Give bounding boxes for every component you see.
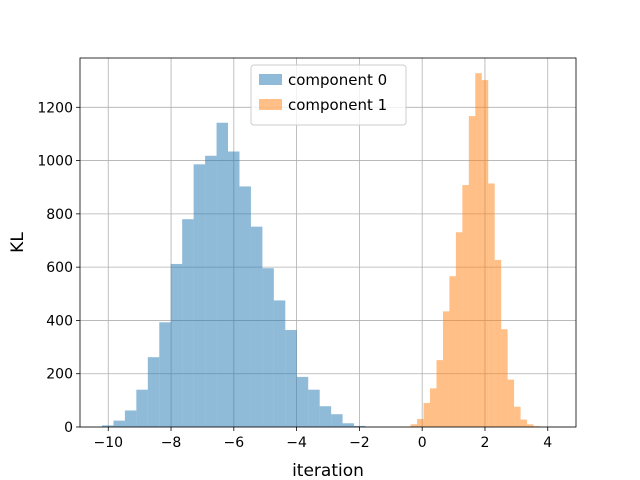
histogram-bar-component-0: [228, 151, 240, 428]
histogram-bar-component-1: [410, 424, 418, 427]
y-tick-label: 0: [64, 420, 73, 436]
histogram-bar-component-1: [430, 388, 437, 427]
histogram-bar-component-0: [250, 226, 263, 427]
legend-box: [250, 64, 407, 126]
histogram-bar-component-0: [308, 389, 320, 427]
histogram-bar-component-1: [436, 360, 443, 427]
y-axis-label: KL: [8, 232, 28, 253]
histogram-bar-component-0: [205, 155, 217, 428]
histogram-bar-component-1: [455, 232, 463, 427]
x-tick-label: −4: [286, 435, 307, 451]
x-tick-label: −10: [93, 435, 123, 451]
histogram-bars: [101, 73, 560, 428]
histogram-bar-component-0: [273, 300, 286, 427]
axis-ticks: −10 −8 −6 −4 −2 0 2 4 0 200 400 600 800 1000 1200: [37, 100, 552, 451]
x-tick-label: −2: [349, 435, 370, 451]
histogram-bar-component-1: [488, 183, 495, 427]
histogram-bar-component-1: [481, 80, 489, 428]
histogram-bar-component-0: [319, 406, 332, 427]
histogram-bar-component-1: [475, 73, 482, 427]
histogram-bar-component-1: [494, 259, 502, 427]
histogram-bar-component-0: [331, 414, 343, 427]
histogram-bar-component-1: [417, 419, 424, 427]
histogram-bar-component-0: [354, 425, 366, 427]
x-tick-label: 0: [418, 435, 427, 451]
legend-swatch-component-1: [259, 99, 282, 110]
histogram-bar-component-1: [507, 379, 515, 427]
histogram-bar-component-0: [239, 186, 251, 427]
histogram-bar-component-1: [442, 311, 450, 427]
histogram-bar-component-0: [216, 122, 229, 427]
histogram-bar-component-1: [468, 116, 476, 427]
x-axis-label: iteration: [292, 461, 364, 480]
y-tick-label: 1200: [37, 100, 73, 116]
histogram-bar-component-0: [182, 219, 194, 427]
histogram-bar-component-0: [296, 376, 309, 427]
histogram-bar-component-1: [423, 403, 431, 427]
histogram-bar-component-0: [113, 420, 125, 427]
legend-label-component-0: component 0: [288, 71, 387, 89]
x-tick-label: 4: [543, 435, 552, 451]
histogram-bar-component-0: [262, 268, 274, 427]
legend: component 0 component 1: [250, 64, 407, 126]
histogram-bar-component-0: [193, 164, 206, 428]
histogram-bar-component-0: [136, 389, 148, 427]
histogram-bar-component-0: [170, 263, 183, 427]
histogram-bar-component-0: [285, 330, 297, 427]
histogram-bar-component-0: [101, 425, 114, 427]
histogram-bar-component-1: [520, 419, 528, 427]
y-tick-label: 400: [46, 313, 73, 329]
legend-label-component-1: component 1: [288, 96, 387, 114]
histogram-bar-component-0: [124, 410, 137, 427]
y-tick-label: 200: [46, 367, 73, 383]
histogram-bar-component-0: [342, 423, 355, 427]
histogram-bar-component-1: [514, 406, 521, 427]
x-tick-label: 2: [481, 435, 490, 451]
y-tick-label: 800: [46, 207, 73, 223]
x-tick-label: −6: [224, 435, 245, 451]
plot-frame: [79, 57, 577, 428]
x-tick-label: −8: [161, 435, 182, 451]
histogram-bar-component-1: [501, 329, 508, 427]
histogram-bar-component-0: [147, 357, 160, 427]
histogram-bar-component-0: [159, 322, 171, 427]
histogram-bar-component-1: [449, 276, 456, 427]
y-tick-label: 1000: [37, 154, 73, 170]
y-tick-label: 600: [46, 260, 73, 276]
histogram-bar-component-1: [462, 185, 469, 427]
legend-swatch-component-0: [259, 74, 282, 85]
histogram-bar-component-1: [527, 424, 534, 427]
